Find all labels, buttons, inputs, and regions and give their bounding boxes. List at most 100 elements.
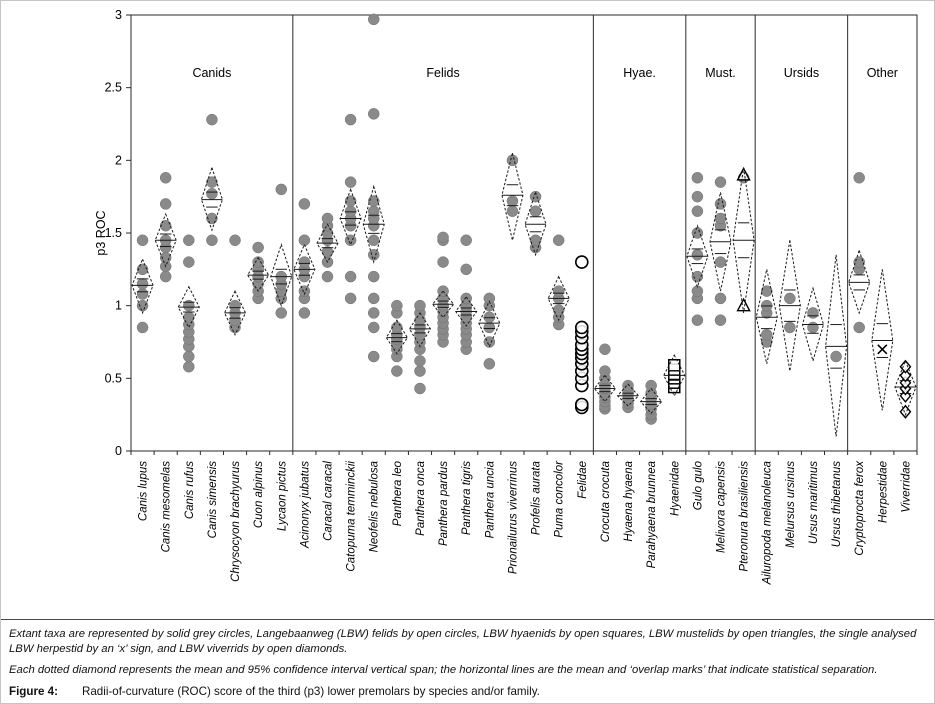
group-label: Other bbox=[867, 66, 898, 80]
species-label: Crocuta crocuta bbox=[600, 461, 612, 542]
data-point-solid-circle bbox=[298, 234, 311, 247]
data-point-solid-circle bbox=[183, 350, 195, 363]
ci-diamond bbox=[431, 290, 455, 319]
species-label: Caracal caracal bbox=[323, 461, 335, 541]
data-point-solid-circle bbox=[183, 360, 195, 373]
species-label: Acinonyx jubatus bbox=[299, 461, 311, 549]
diamond-note: Each dotted diamond represents the mean … bbox=[9, 664, 878, 677]
data-point-solid-circle bbox=[367, 307, 380, 319]
data-point-solid-circle bbox=[344, 270, 357, 283]
group-label: Hyae. bbox=[623, 66, 656, 80]
data-point-solid-circle bbox=[483, 321, 496, 334]
data-point-solid-circle bbox=[159, 198, 172, 210]
ci-diamond bbox=[177, 285, 200, 329]
data-point-solid-circle bbox=[136, 234, 149, 247]
data-point-solid-circle bbox=[367, 321, 380, 334]
species-label: Panthera onca bbox=[415, 461, 427, 536]
data-point-solid-circle bbox=[206, 113, 218, 126]
species-label: Melivora capensis bbox=[716, 461, 728, 553]
data-point-solid-circle bbox=[298, 256, 311, 268]
ci-diamond bbox=[455, 296, 478, 327]
y-tick-label: 1.5 bbox=[105, 226, 122, 240]
data-point-solid-circle bbox=[159, 270, 172, 283]
figure-title-line: Figure 4: Radii-of-curvature (ROC) score … bbox=[9, 685, 922, 698]
species-label: Melursus ursinus bbox=[785, 461, 797, 548]
figure-caption-block: Extant taxa are represented by solid gre… bbox=[1, 619, 934, 702]
species-label: Panthera leo bbox=[392, 460, 404, 526]
ci-diamond bbox=[247, 256, 270, 293]
data-point-solid-circle bbox=[391, 299, 403, 312]
data-point-solid-circle bbox=[321, 212, 334, 225]
ci-diamond bbox=[547, 275, 570, 322]
data-point-solid-circle bbox=[367, 249, 380, 261]
data-point-solid-circle bbox=[529, 205, 542, 217]
species-label: Canis simensis bbox=[207, 461, 219, 539]
data-point-solid-circle bbox=[714, 292, 727, 305]
species-label: Panthera tigris bbox=[461, 461, 473, 535]
data-point-solid-circle bbox=[344, 113, 357, 126]
data-point-open-diamond bbox=[899, 359, 912, 374]
data-point-open-diamond bbox=[899, 368, 912, 383]
data-point-solid-circle bbox=[298, 198, 311, 210]
data-point-solid-circle bbox=[367, 234, 380, 247]
ci-diamond bbox=[755, 269, 778, 364]
data-point-solid-circle bbox=[367, 270, 380, 283]
data-point-solid-circle bbox=[552, 304, 565, 316]
data-point-solid-circle bbox=[784, 292, 796, 305]
data-point-solid-circle bbox=[714, 198, 727, 210]
y-tick-label: 2.5 bbox=[105, 81, 122, 95]
species-label: Panthera pardus bbox=[438, 461, 450, 546]
data-point-solid-circle bbox=[807, 321, 819, 334]
species-label: Hyaenidae bbox=[669, 461, 681, 516]
data-point-open-diamond bbox=[899, 404, 912, 419]
data-point-solid-circle bbox=[321, 270, 334, 283]
data-point-solid-circle bbox=[159, 172, 172, 184]
ci-diamond bbox=[663, 353, 686, 397]
data-point-solid-circle bbox=[460, 263, 472, 276]
y-tick-label: 2 bbox=[115, 153, 122, 167]
data-point-solid-circle bbox=[367, 350, 380, 363]
data-point-solid-circle bbox=[275, 183, 288, 196]
species-label: Prionailurus viverrinus bbox=[507, 461, 519, 574]
group-label: Must. bbox=[705, 66, 736, 80]
ci-diamond bbox=[362, 184, 385, 264]
data-point-solid-circle bbox=[183, 234, 195, 247]
data-point-solid-circle bbox=[599, 343, 611, 356]
species-label: Chrysocyon brachyurus bbox=[230, 461, 242, 582]
data-point-open-triangle bbox=[736, 166, 751, 181]
data-point-solid-circle bbox=[784, 321, 796, 334]
data-point-solid-circle bbox=[714, 212, 727, 225]
data-point-solid-circle bbox=[183, 311, 195, 324]
data-point-solid-circle bbox=[344, 205, 357, 217]
data-point-solid-circle bbox=[506, 195, 519, 207]
ci-diamond bbox=[848, 248, 871, 315]
data-point-open-circle bbox=[574, 320, 589, 335]
data-point-solid-circle bbox=[298, 307, 311, 319]
data-point-solid-circle bbox=[691, 190, 704, 203]
species-label: Catopuma temminckii bbox=[346, 461, 358, 572]
data-point-open-circle bbox=[574, 255, 589, 269]
data-point-open-triangle bbox=[736, 297, 751, 312]
group-label: Ursids bbox=[784, 66, 819, 80]
data-point-solid-circle bbox=[367, 13, 380, 26]
species-label: Cryptoprocta ferox bbox=[854, 460, 866, 556]
data-point-solid-circle bbox=[645, 379, 657, 392]
data-point-solid-circle bbox=[830, 350, 842, 363]
data-point-solid-circle bbox=[853, 256, 865, 268]
species-label: Lycaon pictus bbox=[276, 461, 288, 531]
data-point-solid-circle bbox=[760, 328, 773, 341]
data-point-solid-circle bbox=[229, 299, 241, 312]
data-point-solid-circle bbox=[691, 205, 704, 217]
data-point-solid-circle bbox=[714, 314, 727, 326]
ci-diamond bbox=[871, 269, 894, 411]
y-tick-label: 0 bbox=[115, 444, 122, 458]
data-point-solid-circle bbox=[552, 234, 565, 247]
data-point-solid-circle bbox=[599, 365, 611, 377]
data-point-solid-circle bbox=[136, 278, 149, 290]
species-label: Canis lupus bbox=[138, 461, 150, 521]
ci-diamond bbox=[131, 257, 154, 315]
species-label: Ursus maritimus bbox=[808, 461, 820, 544]
species-label: Herpestidae bbox=[877, 461, 889, 523]
figure-label: Figure 4: bbox=[9, 685, 58, 699]
